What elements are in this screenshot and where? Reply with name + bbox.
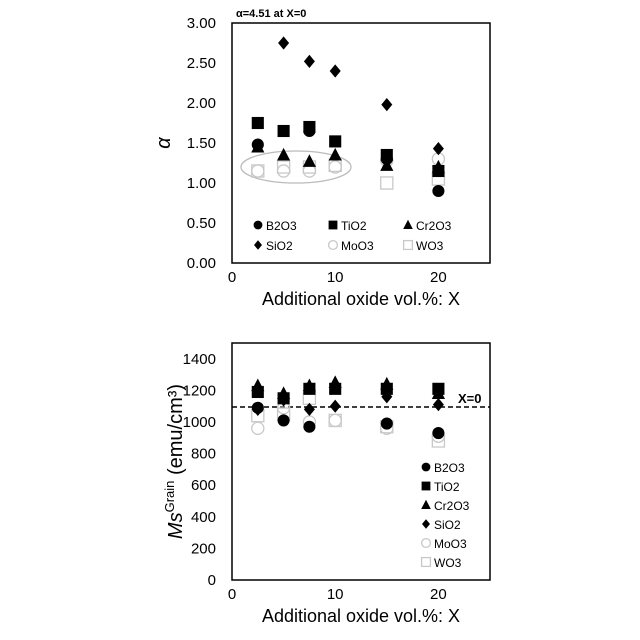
data-point-cr2o3 (277, 148, 290, 161)
legend-label: SiO2 (266, 239, 293, 253)
y-axis-label: α (153, 137, 175, 149)
x-tick-label: 20 (430, 586, 447, 603)
y-tick-label: 1200 (183, 382, 216, 399)
data-point-sio2 (433, 398, 444, 411)
data-point-sio2 (330, 400, 341, 413)
data-point-sio2 (433, 142, 444, 155)
legend-marker-cr2o3 (403, 220, 413, 229)
data-point-moo3 (278, 165, 290, 177)
data-point-moo3 (252, 422, 264, 434)
data-point-b2o3 (432, 185, 444, 197)
data-point-cr2o3 (329, 375, 342, 388)
data-point-tio2 (278, 125, 290, 137)
chart-figure: 0.00 0.50 1.00 1.50 2.00 2.50 3.00 0 10 20 Additio… (0, 0, 640, 640)
data-point-b2o3 (278, 414, 290, 426)
legend-label: SiO2 (434, 518, 461, 532)
x-tick-label: 10 (327, 269, 344, 286)
y-label-unit: (emu/cm³) (165, 384, 187, 481)
x-tick-label: 10 (327, 586, 344, 603)
y-tick-label: 200 (191, 540, 216, 557)
legend-marker-b2o3 (422, 463, 431, 472)
legend-marker-b2o3 (254, 221, 263, 230)
data-point-b2o3 (381, 418, 393, 430)
y-tick-label: 0.50 (187, 215, 216, 232)
legend-label: TiO2 (434, 480, 460, 494)
y-label-main: Ms (165, 512, 187, 539)
y-axis-label: MsGrain (emu/cm³) (162, 384, 187, 539)
data-point-moo3 (252, 165, 264, 177)
legend-marker-sio2 (422, 519, 430, 529)
data-point-moo3 (329, 414, 341, 426)
y-tick-label: 1000 (183, 414, 216, 431)
legend-marker-tio2 (422, 482, 431, 491)
y-tick-label: 0 (208, 572, 216, 589)
y-tick-label: 2.50 (187, 55, 216, 72)
legend-label: B2O3 (266, 219, 297, 233)
y-tick-label: 400 (191, 509, 216, 526)
data-point-b2o3 (432, 427, 444, 439)
legend-marker-cr2o3 (421, 500, 431, 509)
legend-label: TiO2 (341, 219, 367, 233)
y-tick-label: 3.00 (187, 15, 216, 32)
legend-marker-moo3 (422, 539, 431, 548)
annotation-text: α=4.51 at X=0 (236, 8, 306, 20)
y-tick-label: 600 (191, 477, 216, 494)
y-tick-label: 1400 (183, 351, 216, 368)
data-point-sio2 (330, 64, 341, 77)
legend-label: MoO3 (434, 537, 467, 551)
data-point-cr2o3 (251, 379, 264, 392)
legend-marker-moo3 (329, 241, 338, 250)
legend-label: Cr2O3 (434, 499, 470, 513)
y-tick-label: 2.00 (187, 95, 216, 112)
y-label-sup: Grain (162, 481, 177, 513)
data-point-wo3 (381, 177, 393, 189)
legend-marker-tio2 (329, 221, 338, 230)
x-axis-label: Additional oxide vol.%: X (262, 606, 460, 626)
x-axis-label: Additional oxide vol.%: X (262, 289, 460, 309)
legend-marker-wo3 (422, 558, 431, 567)
data-point-sio2 (381, 98, 392, 111)
y-tick-label: 0.00 (187, 255, 216, 272)
reference-label: X=0 (458, 391, 482, 406)
y-tick-label: 1.00 (187, 175, 216, 192)
y-tick-label: 800 (191, 446, 216, 463)
data-point-b2o3 (303, 421, 315, 433)
legend-marker-sio2 (254, 240, 262, 250)
legend-label: Cr2O3 (416, 219, 452, 233)
x-tick-label: 0 (228, 586, 236, 603)
data-point-sio2 (278, 36, 289, 49)
legend-label: WO3 (434, 556, 462, 570)
data-point-tio2 (329, 135, 341, 147)
legend-marker-wo3 (404, 241, 413, 250)
legend-label: WO3 (416, 239, 444, 253)
data-point-tio2 (252, 117, 264, 129)
x-tick-label: 0 (228, 269, 236, 286)
legend-label: MoO3 (341, 239, 374, 253)
y-tick-label: 1.50 (187, 135, 216, 152)
data-point-sio2 (304, 55, 315, 68)
legend-label: B2O3 (434, 461, 465, 475)
x-tick-label: 20 (430, 269, 447, 286)
data-point-tio2 (303, 121, 315, 133)
